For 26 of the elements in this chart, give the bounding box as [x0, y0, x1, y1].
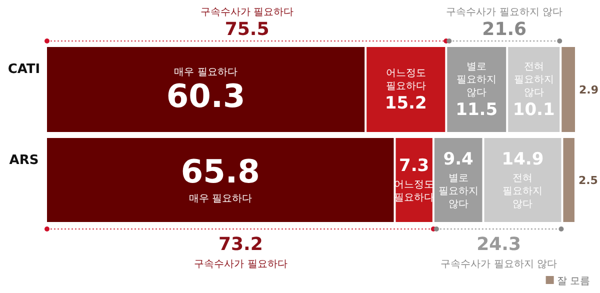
- data-label: 2.5: [578, 174, 598, 187]
- text: 24.3: [476, 234, 522, 255]
- series-label: 어느정도 필요하다: [394, 180, 434, 204]
- data-label: 15.2: [384, 93, 427, 114]
- data-label: 9.4: [443, 149, 474, 170]
- text: 어느정도 필요하다: [386, 68, 426, 92]
- data-label: 65.8: [180, 152, 260, 191]
- legend: 잘 모름: [546, 276, 590, 287]
- text: 구속수사가 필요하다: [200, 7, 294, 18]
- data-label: 60.3: [166, 77, 246, 116]
- data-label: 11.5: [456, 100, 498, 120]
- data-label: 2.9: [579, 84, 598, 96]
- y-tick-label: ARS: [9, 153, 39, 168]
- text: 별로 필요하지 않다: [456, 62, 497, 98]
- series-label: 별로 필요하지 않다: [438, 173, 478, 210]
- y-tick-label: CATI: [8, 62, 40, 77]
- data-label: 7.3: [399, 156, 430, 176]
- text: 매우 필요하다: [174, 67, 238, 78]
- text: 73.2: [218, 234, 263, 255]
- text: 구속수사가 필요하지 않다: [446, 7, 563, 18]
- annotation: 21.6: [482, 19, 527, 40]
- text: 구속수사가 필요하지 않다: [440, 259, 558, 270]
- legend-label: 잘 모름: [556, 276, 590, 287]
- text: 구속수사가 필요하다: [194, 259, 288, 270]
- series-label: 매우 필요하다: [188, 194, 252, 204]
- annotation: 75.5: [224, 19, 270, 40]
